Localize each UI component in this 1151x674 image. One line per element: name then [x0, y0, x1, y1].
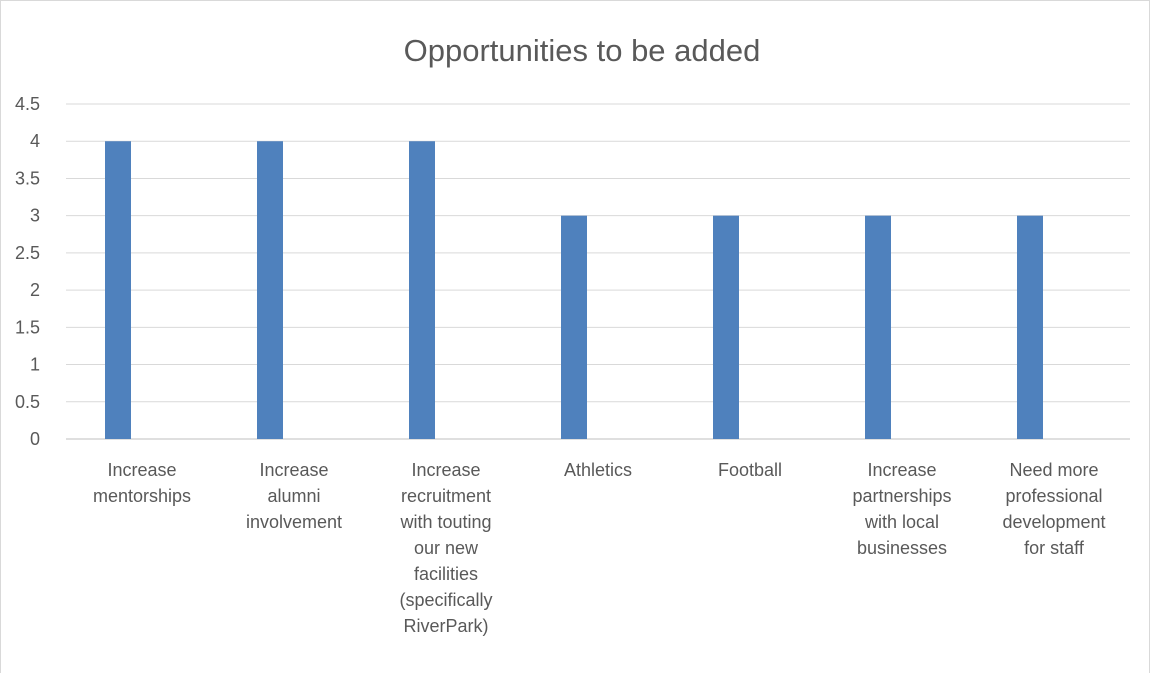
x-tick-label: with touting: [399, 512, 491, 532]
y-tick-label: 2.5: [15, 243, 40, 263]
bar: [105, 141, 131, 439]
x-tick-label: involvement: [246, 512, 342, 532]
x-axis: Increase mentorships Increase alumni involve…: [93, 460, 1106, 636]
y-tick-label: 0.5: [15, 392, 40, 412]
bar: [1017, 215, 1043, 439]
bar: [713, 215, 739, 439]
x-tick-label: for staff: [1024, 538, 1085, 558]
x-tick-label: Increase: [107, 460, 176, 480]
y-tick-label: 0: [30, 429, 40, 449]
x-tick-label: Increase: [867, 460, 936, 480]
y-tick-label: 2: [30, 280, 40, 300]
x-tick-label: Football: [718, 460, 782, 480]
x-tick-label: professional: [1005, 486, 1102, 506]
chart-title: Opportunities to be added: [404, 33, 761, 68]
x-tick-label: RiverPark): [403, 616, 488, 636]
x-tick-label: Athletics: [564, 460, 632, 480]
x-tick-label: with local: [864, 512, 939, 532]
y-tick-label: 3: [30, 206, 40, 226]
x-tick-label: development: [1002, 512, 1105, 532]
x-tick-label: facilities: [414, 564, 478, 584]
x-tick-label: alumni: [267, 486, 320, 506]
bar: [257, 141, 283, 439]
x-tick-label: mentorships: [93, 486, 191, 506]
y-axis: 0 0.5 1 1.5 2 2.5 3 3.5 4 4.5: [15, 94, 40, 449]
x-tick-label: (specifically: [399, 590, 492, 610]
x-tick-label: partnerships: [852, 486, 951, 506]
y-tick-label: 4: [30, 131, 40, 151]
y-tick-label: 1: [30, 355, 40, 375]
bars: [105, 141, 1043, 439]
x-tick-label: Need more: [1009, 460, 1098, 480]
x-tick-label: our new: [414, 538, 479, 558]
x-tick-label: Increase: [411, 460, 480, 480]
gridlines: [66, 103, 1130, 440]
y-tick-label: 1.5: [15, 317, 40, 337]
bar: [409, 141, 435, 439]
y-tick-label: 4.5: [15, 94, 40, 114]
y-tick-label: 3.5: [15, 168, 40, 188]
x-tick-label: businesses: [857, 538, 947, 558]
x-tick-label: recruitment: [401, 486, 491, 506]
bar: [865, 215, 891, 439]
bar: [561, 215, 587, 439]
x-tick-label: Increase: [259, 460, 328, 480]
